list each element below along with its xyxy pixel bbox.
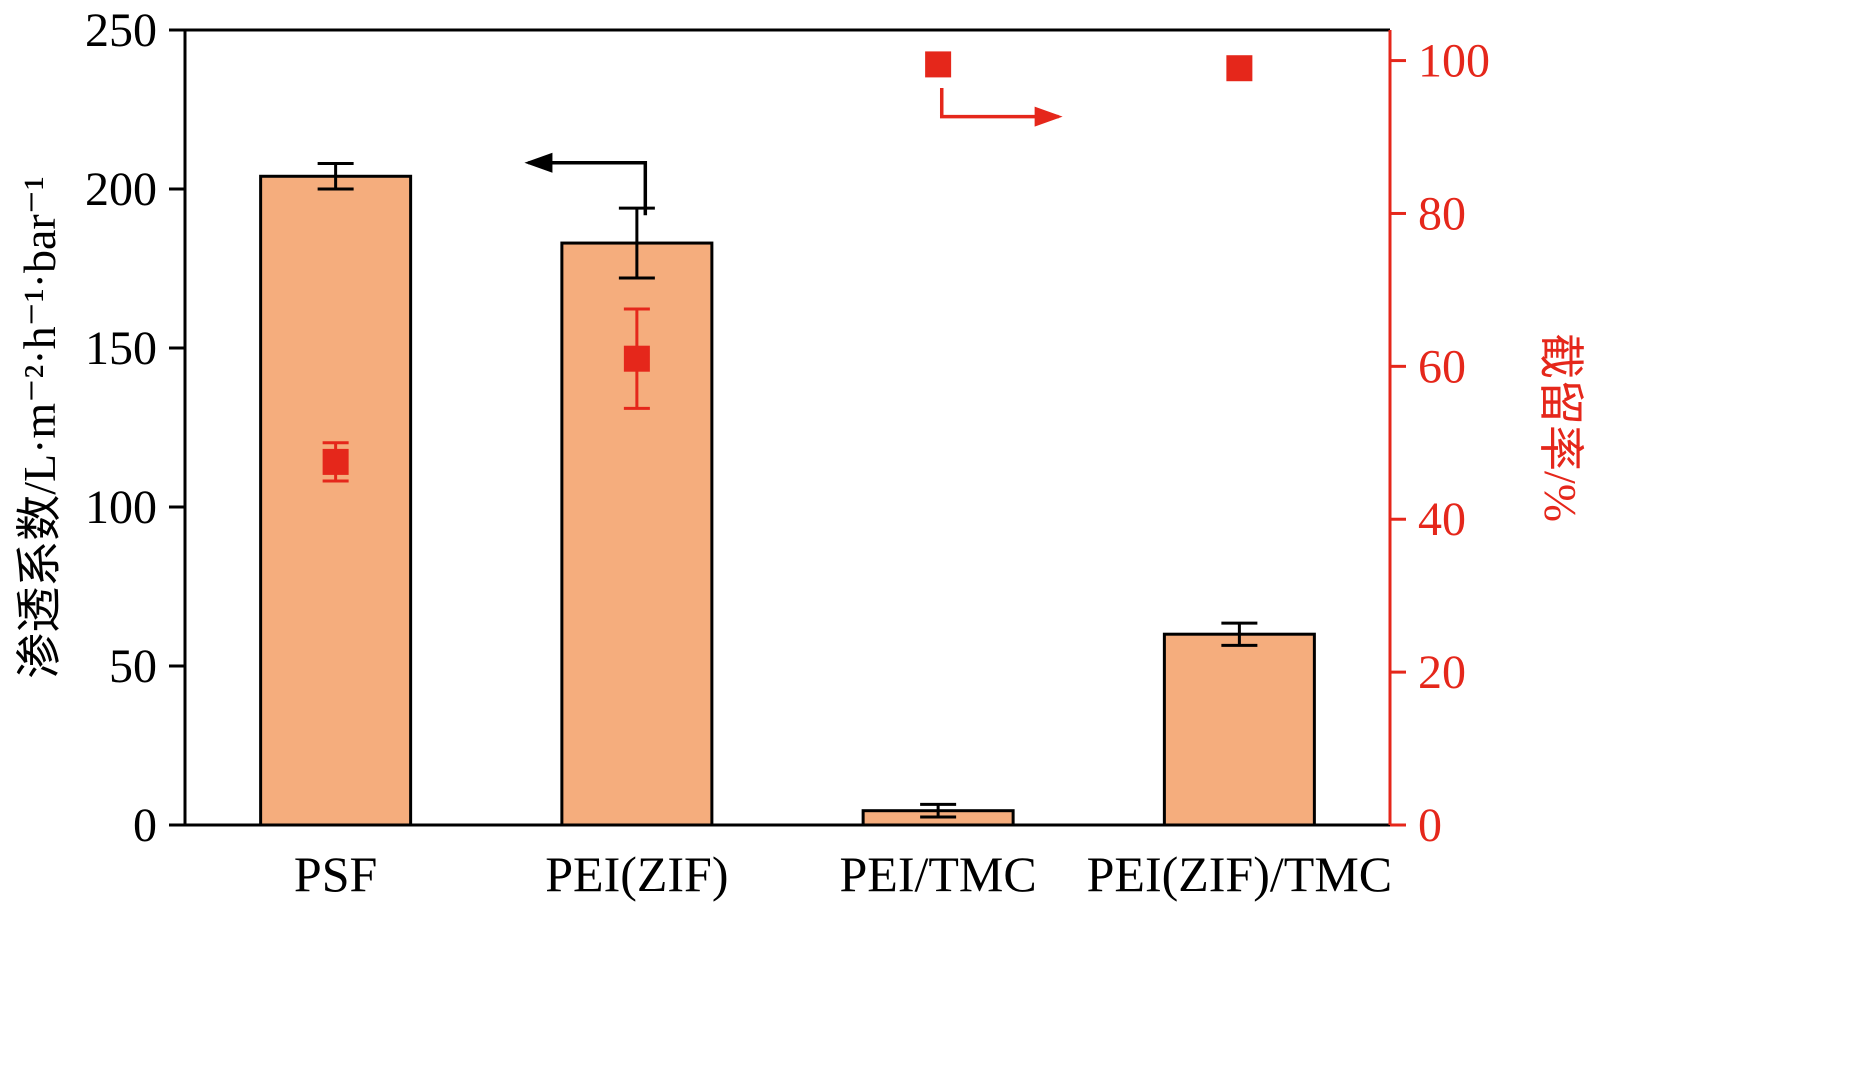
right-axis-arrow [939, 88, 1063, 127]
left-tick-label: 150 [85, 322, 157, 375]
bar-PSF [259, 174, 413, 827]
marker-PEI(ZIF) [623, 345, 650, 372]
left-axis-arrow [524, 152, 648, 216]
bar-PEI(ZIF)/TMC [1162, 632, 1316, 827]
right-tick-label: 60 [1418, 340, 1466, 393]
left-tick-label: 50 [109, 640, 157, 693]
right-tick-label: 100 [1418, 35, 1490, 88]
right-tick-label: 20 [1418, 646, 1466, 699]
marker-PEI(ZIF)/TMC [1226, 55, 1253, 82]
right-tick-label: 0 [1418, 799, 1442, 852]
left-tick-label: 100 [85, 481, 157, 534]
left-tick-label: 250 [85, 4, 157, 57]
errorbar-bar-PEI(ZIF)/TMC [1221, 621, 1258, 647]
right-tick-label: 80 [1418, 187, 1466, 240]
category-label-PEI(ZIF): PEI(ZIF) [545, 846, 728, 902]
right-tick-label: 40 [1418, 493, 1466, 546]
left-axis-title: 渗透系数/L·m⁻²·h⁻¹·bar⁻¹ [14, 176, 65, 679]
errorbar-bar-PSF [317, 162, 354, 191]
left-tick-label: 200 [85, 163, 157, 216]
category-label-PEI/TMC: PEI/TMC [840, 846, 1037, 902]
right-axis-title: 截留率/% [1535, 333, 1586, 522]
marker-PEI/TMC [925, 51, 952, 78]
marker-PSF [322, 448, 349, 475]
category-label-PEI(ZIF)/TMC: PEI(ZIF)/TMC [1087, 846, 1393, 902]
errorbar-bar-PEI/TMC [920, 802, 957, 819]
left-tick-label: 0 [133, 799, 157, 852]
category-label-PSF: PSF [294, 846, 377, 902]
errorbar-bar-PEI(ZIF) [618, 206, 655, 280]
